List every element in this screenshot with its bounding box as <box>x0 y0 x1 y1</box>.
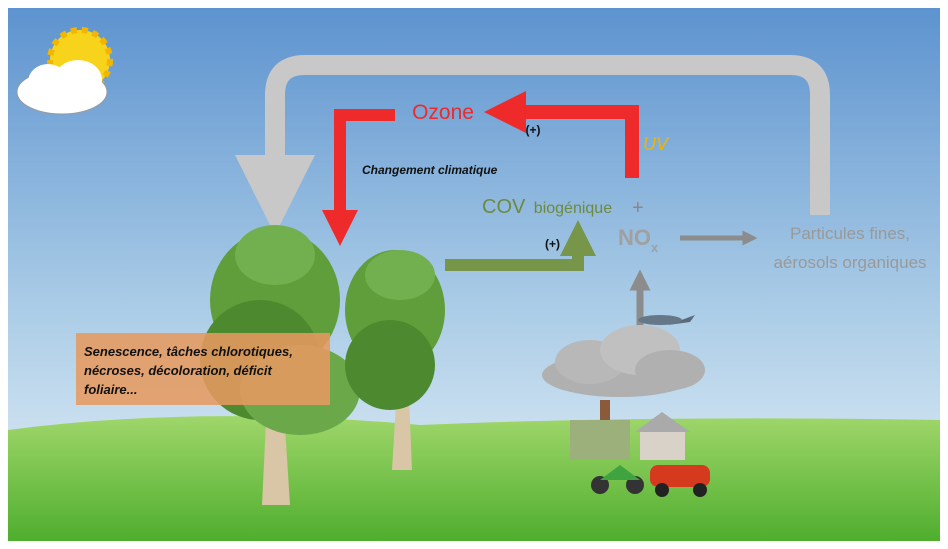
sun-cloud <box>16 27 113 115</box>
symptoms-line: nécroses, décoloration, déficit <box>84 363 272 378</box>
symptoms-line: Senescence, tâches chlorotiques, <box>84 344 293 359</box>
cov-plus: (+) <box>545 237 560 251</box>
symptoms-line: foliaire... <box>84 382 137 397</box>
cov-label: COV biogénique <box>482 196 612 218</box>
ozone-label: Ozone <box>412 101 474 124</box>
gray-loop-arrow <box>235 55 830 235</box>
particles-line: aérosols organiques <box>773 253 926 272</box>
grass <box>8 416 940 541</box>
cov: COV <box>482 196 526 218</box>
green-arrow <box>445 220 596 271</box>
red-arrow-ozone <box>322 109 395 246</box>
nox: NO <box>618 225 651 250</box>
symptoms-box <box>76 333 330 405</box>
nox-label: NOx <box>618 225 659 255</box>
red-arrow-uv <box>484 91 639 178</box>
plus-sign: + <box>632 197 644 219</box>
pollution-scene <box>542 315 710 497</box>
nox-sub: x <box>651 240 659 255</box>
particles-line: Particules fines, <box>790 224 910 243</box>
tree-right <box>345 250 445 470</box>
cov-sub: biogénique <box>534 200 612 217</box>
ozone-plus: (+) <box>526 123 541 137</box>
uv-label: UV <box>643 134 670 154</box>
climate-label: Changement climatique <box>362 163 498 177</box>
